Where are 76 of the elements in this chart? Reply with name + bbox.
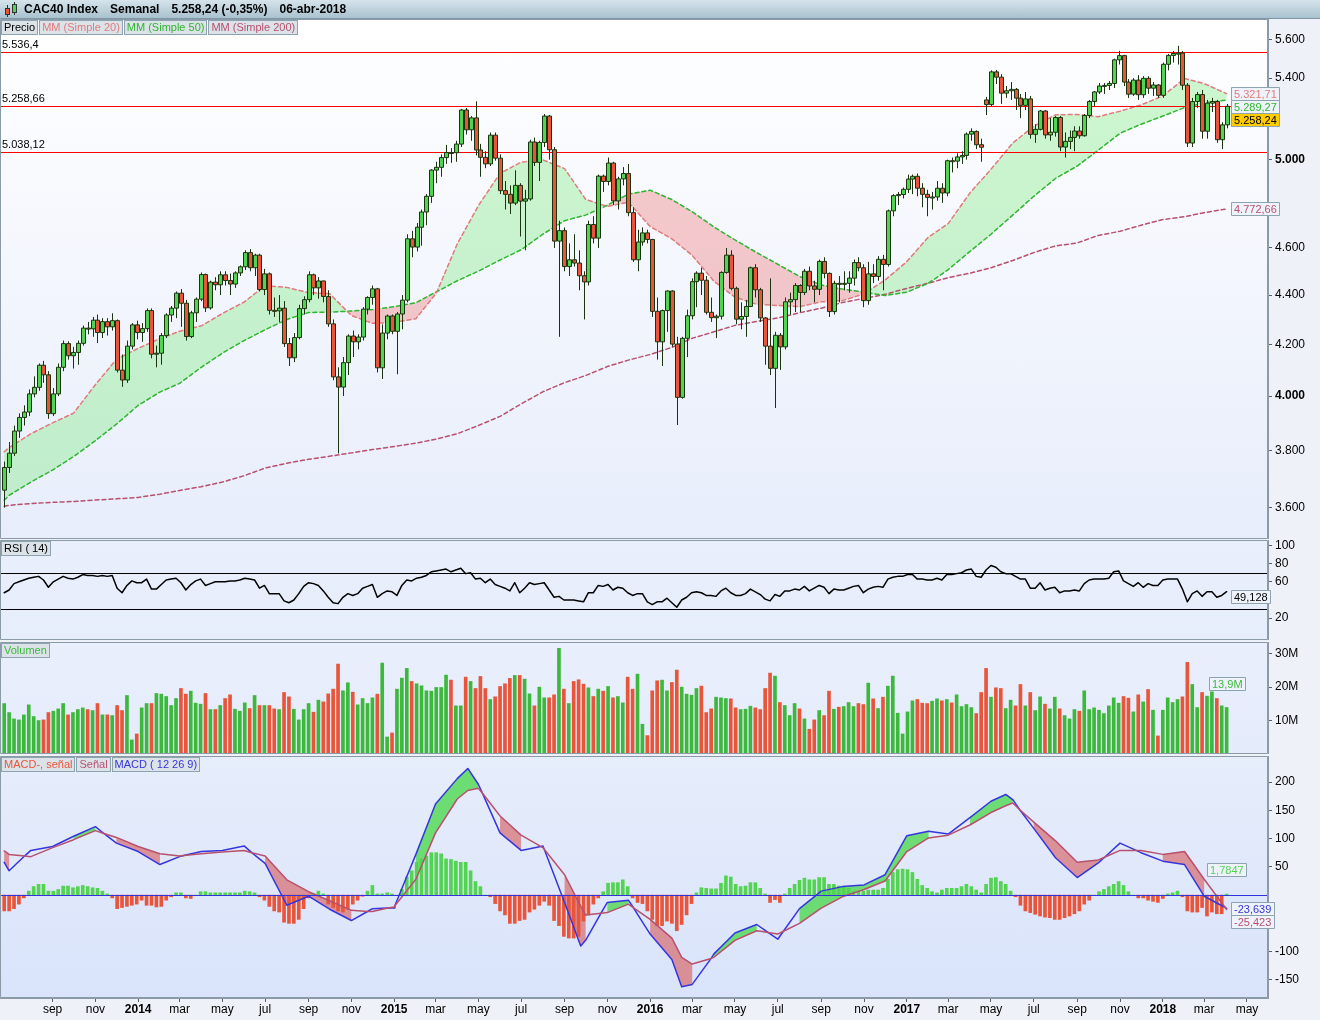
y-tick-label: 20 [1275,610,1289,625]
y-tick-label: 100 [1275,830,1296,845]
x-tick-label: mar [169,1002,190,1017]
x-tick-label: may [210,1002,234,1017]
x-tick-label: nov [597,1002,618,1017]
text: RSI ( 14) [1,541,52,556]
chart-subtitle: Semanal [110,2,160,16]
y-tick-label: 50 [1275,859,1289,874]
y-tick-label: 150 [1275,802,1296,817]
data-label: 49,128 [1234,590,1268,603]
x-tick-label: sep [811,1002,832,1017]
y-tick-label: 20M [1275,679,1299,694]
chart-title: CAC40 Index [24,2,99,16]
y-tick-label: 10M [1275,712,1299,727]
y-tick-label: 4.600 [1275,240,1306,255]
x-tick-label: may [466,1002,490,1017]
y-tick-label: 4.400 [1275,287,1306,302]
data-label: -25,423 [1234,915,1272,928]
x-tick-label: 2015 [380,1002,408,1017]
data-label: 4.772,66 [1234,202,1277,215]
x-tick-label: nov [341,1002,362,1017]
text: MM (Simple 20) [39,20,123,35]
x-tick-label: mar [681,1002,703,1017]
x-tick-label: nov [854,1002,874,1017]
y-tick-label: 3.800 [1275,442,1306,457]
y-tick-label: 60 [1275,574,1289,589]
text: MM (Simple 200) [208,20,299,35]
text: MM (Simple 50) [123,20,208,35]
y-tick-label: 4.000 [1275,388,1306,403]
x-tick-label: sep [554,1002,575,1017]
x-tick-label: mar [425,1002,446,1017]
ref-line-label: 5.536,4 [2,38,39,51]
y-tick-label: 200 [1275,774,1296,789]
ref-line-label: 5.258,66 [2,92,45,105]
y-tick-label: 5.600 [1275,31,1306,46]
x-tick-label: 2014 [124,1002,152,1017]
x-tick-label: 2017 [893,1002,921,1017]
x-tick-label: 2018 [1149,1002,1177,1017]
x-tick-label: sep [298,1002,319,1017]
text: 5.258,24 (-0,35%) [171,2,268,16]
x-tick-label: nov [1110,1002,1130,1017]
text: MACD-, señal [1,757,76,772]
ref-line-label: 5.038,12 [2,138,45,151]
text: Señal [76,757,111,772]
x-tick-label: jul [1026,1002,1040,1017]
x-tick-label: 2016 [636,1002,664,1017]
y-tick-label: 80 [1275,555,1289,570]
data-label: 1,7847 [1210,863,1244,876]
y-tick-label: 100 [1275,537,1296,552]
y-tick-label: 4.200 [1275,336,1306,351]
x-tick-label: may [979,1002,1003,1017]
x-tick-label: mar [937,1002,959,1017]
x-tick-label: mar [1193,1002,1215,1017]
legend-label: Precio [1,20,39,35]
x-tick-label: sep [1067,1002,1088,1017]
text: 06-abr-2018 [279,2,347,16]
data-label: 5.321,71 [1234,87,1277,100]
x-tick-label: jul [770,1002,784,1017]
y-tick-label: -150 [1275,972,1300,987]
x-tick-label: may [1235,1002,1259,1017]
data-label: 5.289,27 [1234,100,1277,113]
y-tick-label: 3.600 [1275,499,1306,514]
y-tick-label: 5.000 [1275,151,1306,166]
data-label: -23,639 [1234,902,1272,915]
text: 5.258,24 [1234,113,1277,126]
y-tick-label: 30M [1275,646,1299,661]
text: Volumen [1,643,50,658]
data-label: 13,9M [1212,677,1243,690]
x-tick-label: jul [514,1002,528,1017]
x-tick-label: jul [258,1002,272,1017]
x-tick-label: sep [42,1002,63,1017]
x-tick-label: may [723,1002,747,1017]
y-tick-label: -100 [1275,943,1300,958]
x-tick-label: nov [85,1002,106,1017]
y-tick-label: 5.400 [1275,70,1306,85]
text: MACD ( 12 26 9) [111,757,201,772]
